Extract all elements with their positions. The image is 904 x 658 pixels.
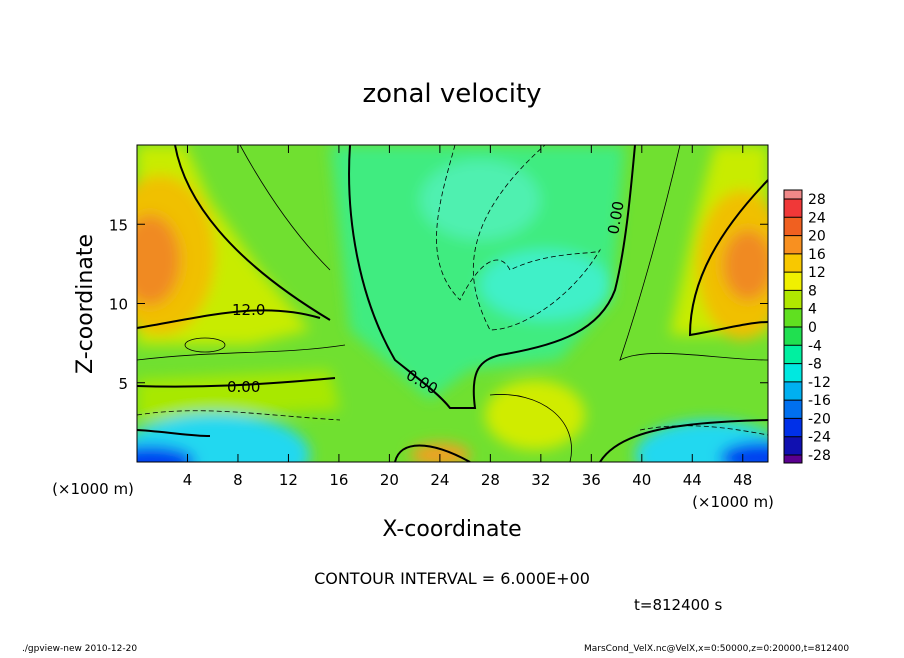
- contour-label: 12.0: [232, 301, 265, 319]
- x-tick-label: 12: [279, 471, 298, 489]
- x-tick-label: 20: [380, 471, 399, 489]
- y-tick-label: 5: [118, 375, 128, 393]
- colorbar-bin: [784, 455, 802, 463]
- contour-field: 12.0 0.00 0.00 0.00: [137, 145, 768, 462]
- y-axis-label: Z-coordinate: [73, 234, 98, 374]
- chart-title: zonal velocity: [362, 79, 541, 109]
- colorbar-bin: [784, 235, 802, 254]
- colorbar-tick-label: 8: [808, 283, 817, 299]
- x-tick-label: 44: [683, 471, 702, 489]
- colorbar-tick-label: 12: [808, 265, 826, 281]
- colorbar-bin: [784, 290, 802, 309]
- contour-interval: CONTOUR INTERVAL = 6.000E+00: [314, 569, 590, 588]
- x-tick-label: 40: [632, 471, 651, 489]
- colorbar-bin: [784, 217, 802, 236]
- x-unit-label: (×1000 m): [692, 493, 774, 511]
- colorbar-bin: [784, 327, 802, 346]
- colorbar-tick-label: -28: [808, 448, 831, 464]
- x-tick-label: 28: [481, 471, 500, 489]
- colorbar-tick-label: 16: [808, 247, 826, 263]
- colorbar-tick-label: 28: [808, 192, 826, 208]
- colorbar-bin: [784, 253, 802, 273]
- time-annotation: t=812400 s: [634, 596, 722, 614]
- footer-right: MarsCond_VelX.nc@VelX,x=0:50000,z=0:2000…: [584, 644, 849, 654]
- y-tick-label: 10: [109, 296, 128, 314]
- x-tick-label: 16: [329, 471, 348, 489]
- colorbar-bin: [784, 190, 802, 199]
- colorbar-bin: [784, 400, 802, 419]
- y-unit-label: (×1000 m): [52, 480, 134, 498]
- colorbar-tick-label: -12: [808, 375, 831, 391]
- colorbar-tick-label: 24: [808, 210, 826, 226]
- x-tick-label: 4: [183, 471, 193, 489]
- colorbar-bin: [784, 308, 802, 327]
- y-tick-label: 15: [109, 216, 128, 234]
- colorbar-tick-label: 20: [808, 229, 826, 245]
- x-tick-label: 24: [430, 471, 449, 489]
- x-tick-label: 8: [233, 471, 243, 489]
- x-tick-label: 48: [733, 471, 752, 489]
- colorbar-bin: [784, 418, 802, 437]
- colorbar-tick-label: -24: [808, 430, 831, 446]
- colorbar-tick-label: -16: [808, 393, 831, 409]
- colorbar-bin: [784, 345, 802, 364]
- colorbar-bin: [784, 381, 802, 401]
- colorbar-bin: [784, 272, 802, 291]
- colorbar-bin: [784, 363, 802, 382]
- footer-left: ./gpview-new 2010-12-20: [22, 644, 137, 654]
- contour-label: 0.00: [227, 378, 260, 396]
- x-axis-label: X-coordinate: [382, 517, 521, 542]
- x-tick-label: 36: [582, 471, 601, 489]
- colorbar-tick-label: -4: [808, 338, 822, 354]
- colorbar-bin: [784, 436, 802, 455]
- colorbar-tick-label: 0: [808, 320, 817, 336]
- colorbar-tick-label: -8: [808, 357, 822, 373]
- colorbar-tick-label: 4: [808, 302, 817, 318]
- colorbar-tick-label: -20: [808, 411, 831, 427]
- colorbar-bin: [784, 199, 802, 218]
- contour-label: 0.00: [604, 200, 628, 236]
- x-tick-label: 32: [531, 471, 550, 489]
